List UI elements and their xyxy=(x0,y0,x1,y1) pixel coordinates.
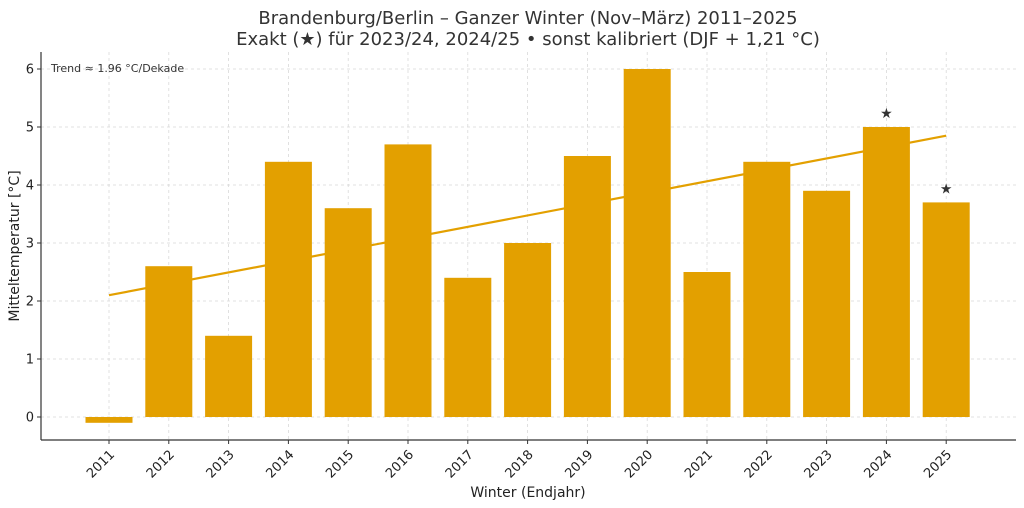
bar-2023 xyxy=(803,190,851,417)
bar-2021 xyxy=(683,272,731,417)
x-tick-label-2011: 2011 xyxy=(84,447,118,481)
marker-layer: ★★ xyxy=(880,106,952,197)
x-tick-label-2019: 2019 xyxy=(562,447,596,481)
bar-2012 xyxy=(145,266,193,417)
y-tick-label: 0 xyxy=(26,411,34,426)
exact-marker-star-2024: ★ xyxy=(880,106,893,122)
trend-layer xyxy=(108,134,947,297)
bar-2025 xyxy=(922,202,970,417)
y-tick-label: 2 xyxy=(26,295,34,310)
bar-2020 xyxy=(623,69,671,417)
bar-2022 xyxy=(743,161,791,417)
y-tick-label: 5 xyxy=(26,121,34,136)
x-tick-label-2018: 2018 xyxy=(503,447,537,481)
x-tick-label-2014: 2014 xyxy=(263,447,297,481)
y-tick-label: 6 xyxy=(26,63,34,78)
x-tick-label-2025: 2025 xyxy=(921,447,955,481)
bar-2016 xyxy=(384,144,432,417)
bar-2011 xyxy=(85,417,133,423)
bar-2017 xyxy=(444,277,492,417)
x-tick-label-2022: 2022 xyxy=(742,447,776,481)
bar-2018 xyxy=(504,243,552,417)
y-tick-label: 3 xyxy=(26,237,34,252)
chart-title: Brandenburg/Berlin – Ganzer Winter (Nov–… xyxy=(258,8,797,29)
bar-2019 xyxy=(563,156,611,417)
x-tick-label-2013: 2013 xyxy=(204,447,238,481)
x-tick-label-2016: 2016 xyxy=(383,447,417,481)
bar-2024 xyxy=(862,127,910,417)
bar-2014 xyxy=(264,161,312,417)
chart-subtitle: Exakt (★) für 2023/24, 2024/25 • sonst k… xyxy=(236,29,820,50)
y-tick-layer: 0 1 2 3 4 5 6 xyxy=(26,63,41,426)
x-tick-label-2021: 2021 xyxy=(682,447,716,481)
x-tick-label-2024: 2024 xyxy=(861,447,895,481)
x-tick-layer: 2011 2012 2013 2014 2015 2016 2017 2018 2019 2020… xyxy=(84,440,955,481)
bar-2013 xyxy=(205,335,253,417)
y-tick-label: 1 xyxy=(26,353,34,368)
y-tick-label: 4 xyxy=(26,179,34,194)
bar-2015 xyxy=(324,208,372,417)
x-tick-label-2020: 2020 xyxy=(622,447,656,481)
x-tick-label-2012: 2012 xyxy=(144,447,178,481)
trend-line xyxy=(108,134,947,297)
bar-layer xyxy=(85,69,970,423)
exact-marker-star-2025: ★ xyxy=(940,181,953,197)
x-tick-label-2023: 2023 xyxy=(802,447,836,481)
x-tick-label-2017: 2017 xyxy=(443,447,477,481)
trend-annotation: Trend ≈ 1.96 °C/Dekade xyxy=(50,62,184,75)
x-axis-label: Winter (Endjahr) xyxy=(470,485,585,501)
y-axis-label: Mitteltemperatur [°C] xyxy=(7,170,23,321)
x-tick-label-2015: 2015 xyxy=(323,447,357,481)
